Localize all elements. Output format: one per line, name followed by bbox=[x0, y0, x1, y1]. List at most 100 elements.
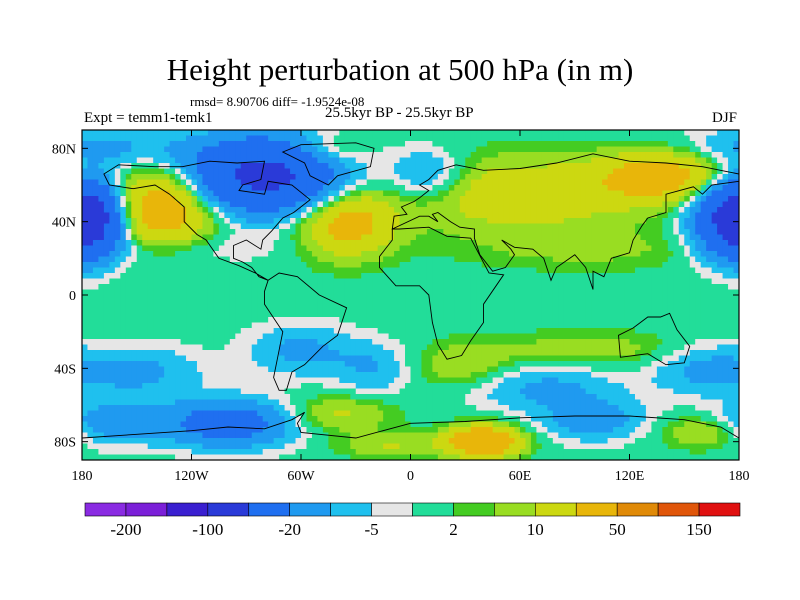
field-cell bbox=[443, 311, 450, 318]
field-cell bbox=[613, 130, 620, 137]
field-cell bbox=[317, 350, 324, 357]
field-cell bbox=[158, 289, 165, 296]
field-cell bbox=[142, 130, 149, 137]
field-cell bbox=[695, 207, 702, 214]
field-cell bbox=[410, 163, 417, 170]
field-cell bbox=[520, 278, 527, 285]
field-cell bbox=[109, 135, 116, 142]
field-cell bbox=[520, 256, 527, 263]
field-cell bbox=[728, 306, 735, 313]
field-cell bbox=[131, 328, 138, 335]
field-cell bbox=[684, 141, 691, 148]
field-cell bbox=[624, 207, 631, 214]
field-cell bbox=[131, 135, 138, 142]
field-cell bbox=[558, 179, 565, 186]
field-cell bbox=[262, 350, 269, 357]
field-cell bbox=[328, 201, 335, 208]
field-cell bbox=[706, 278, 713, 285]
field-cell bbox=[547, 262, 554, 269]
field-cell bbox=[569, 141, 576, 148]
field-cell bbox=[607, 284, 614, 291]
field-cell bbox=[525, 350, 532, 357]
field-cell bbox=[224, 355, 231, 362]
field-cell bbox=[552, 295, 559, 302]
field-cell bbox=[443, 179, 450, 186]
field-cell bbox=[87, 328, 94, 335]
field-cell bbox=[279, 163, 286, 170]
field-cell bbox=[547, 317, 554, 324]
field-cell bbox=[279, 251, 286, 258]
field-cell bbox=[503, 223, 510, 230]
field-cell bbox=[235, 267, 242, 274]
field-cell bbox=[180, 190, 187, 197]
field-cell bbox=[700, 311, 707, 318]
field-cell bbox=[695, 245, 702, 252]
field-cell bbox=[344, 141, 351, 148]
field-cell bbox=[634, 234, 642, 241]
field-cell bbox=[448, 278, 455, 285]
field-cell bbox=[92, 201, 100, 208]
field-cell bbox=[470, 273, 477, 280]
field-cell bbox=[541, 130, 548, 137]
field-cell bbox=[618, 328, 625, 335]
field-cell bbox=[454, 306, 461, 313]
field-cell bbox=[328, 174, 335, 181]
field-cell bbox=[361, 289, 368, 296]
field-cell bbox=[246, 201, 253, 208]
field-cell bbox=[421, 174, 428, 181]
field-cell bbox=[585, 207, 592, 214]
field-cell bbox=[191, 163, 198, 170]
field-cell bbox=[410, 240, 417, 247]
field-cell bbox=[399, 196, 406, 203]
field-cell bbox=[246, 146, 253, 153]
field-cell bbox=[454, 223, 461, 230]
field-cell bbox=[448, 240, 455, 247]
field-cell bbox=[301, 157, 308, 164]
field-cell bbox=[180, 130, 187, 137]
field-cell bbox=[574, 146, 581, 153]
field-cell bbox=[153, 289, 160, 296]
field-cell bbox=[333, 278, 340, 285]
field-cell bbox=[541, 135, 548, 142]
field-cell bbox=[465, 355, 472, 362]
field-cell bbox=[717, 262, 724, 269]
field-cell bbox=[591, 130, 598, 137]
field-cell bbox=[711, 344, 718, 351]
field-cell bbox=[525, 130, 532, 137]
field-cell bbox=[399, 218, 406, 225]
field-cell bbox=[596, 201, 603, 208]
field-cell bbox=[558, 273, 565, 280]
field-cell bbox=[361, 234, 368, 241]
field-cell bbox=[322, 185, 329, 192]
field-cell bbox=[591, 135, 598, 142]
field-cell bbox=[656, 295, 663, 302]
field-cell bbox=[624, 196, 631, 203]
field-cell bbox=[262, 256, 269, 263]
field-cell bbox=[399, 311, 406, 318]
field-cell bbox=[87, 190, 94, 197]
field-cell bbox=[175, 207, 182, 214]
field-cell bbox=[673, 146, 680, 153]
field-cell bbox=[656, 190, 663, 197]
field-cell bbox=[290, 141, 297, 148]
field-cell bbox=[514, 256, 521, 263]
field-cell bbox=[421, 350, 428, 357]
field-cell bbox=[667, 317, 674, 324]
field-cell bbox=[147, 317, 154, 324]
field-cell bbox=[350, 328, 357, 335]
field-cell bbox=[284, 146, 291, 153]
field-cell bbox=[388, 251, 395, 258]
field-cell bbox=[125, 229, 132, 236]
field-cell bbox=[251, 234, 258, 241]
field-cell bbox=[569, 289, 576, 296]
field-cell bbox=[224, 229, 231, 236]
field-cell bbox=[147, 141, 154, 148]
field-cell bbox=[492, 185, 499, 192]
field-cell bbox=[125, 141, 132, 148]
field-cell bbox=[240, 240, 247, 247]
field-cell bbox=[706, 163, 713, 170]
field-cell bbox=[580, 273, 587, 280]
field-cell bbox=[563, 278, 570, 285]
field-cell bbox=[629, 146, 636, 153]
field-cell bbox=[301, 328, 308, 335]
